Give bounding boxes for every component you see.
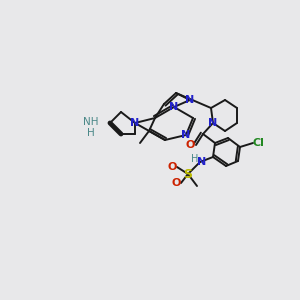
Text: N: N (182, 130, 190, 140)
Text: O: O (185, 140, 195, 150)
Text: N: N (169, 102, 178, 112)
Text: N: N (208, 118, 217, 128)
Text: NH: NH (83, 117, 99, 127)
Text: O: O (167, 162, 177, 172)
Text: H: H (191, 154, 199, 164)
Text: O: O (171, 178, 181, 188)
Text: Cl: Cl (252, 138, 264, 148)
Text: N: N (130, 118, 140, 128)
Text: N: N (197, 157, 207, 167)
Text: S: S (184, 167, 193, 181)
Text: N: N (185, 95, 195, 105)
Text: H: H (87, 128, 95, 138)
